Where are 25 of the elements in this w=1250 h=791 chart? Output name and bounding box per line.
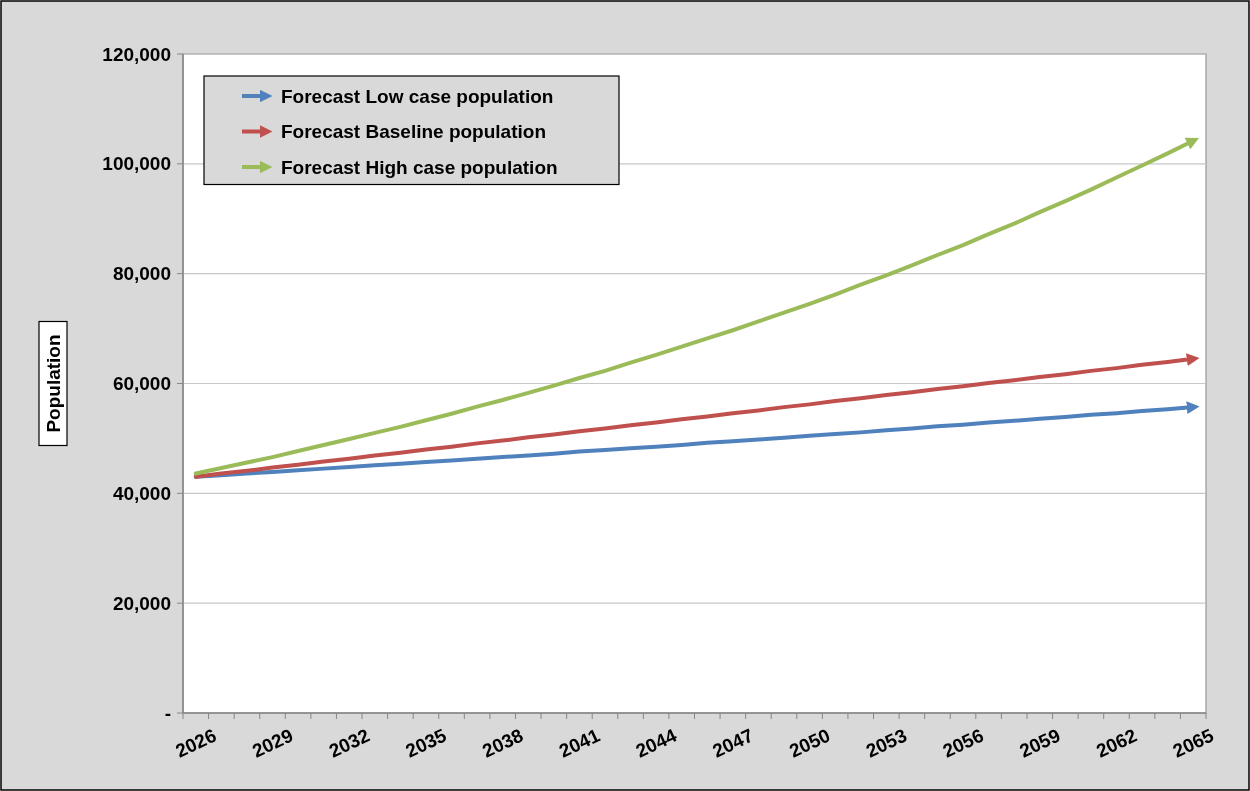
x-tick-label: 2059 [1016, 724, 1064, 762]
x-tick-label: 2044 [632, 724, 681, 762]
x-tick-label: 2050 [786, 724, 834, 762]
y-tick-label: 100,000 [102, 153, 171, 175]
y-tick-label: 40,000 [112, 482, 171, 504]
y-axis-title: Population [42, 334, 64, 433]
legend-label: Forecast Low case population [281, 85, 554, 107]
y-tick-label: 120,000 [102, 43, 171, 65]
x-tick-label: 2056 [939, 724, 987, 762]
x-tick-label: 2038 [479, 724, 527, 762]
legend-label: Forecast High case population [281, 156, 558, 178]
x-tick-label: 2065 [1169, 724, 1218, 762]
x-tick-label: 2047 [709, 724, 757, 762]
x-tick-label: 2062 [1092, 724, 1141, 762]
x-tick-label: 2053 [862, 724, 910, 762]
x-tick-label: 2035 [402, 724, 450, 762]
y-tick-label: - [164, 702, 171, 724]
x-tick-label: 2041 [555, 724, 604, 762]
x-tick-label: 2026 [172, 724, 220, 762]
legend-label: Forecast Baseline population [281, 121, 546, 143]
y-tick-label: 20,000 [112, 592, 171, 614]
y-tick-label: 80,000 [112, 263, 171, 285]
x-tick-label: 2032 [325, 724, 373, 762]
y-tick-label: 60,000 [112, 373, 171, 395]
x-tick-label: 2029 [248, 724, 297, 762]
